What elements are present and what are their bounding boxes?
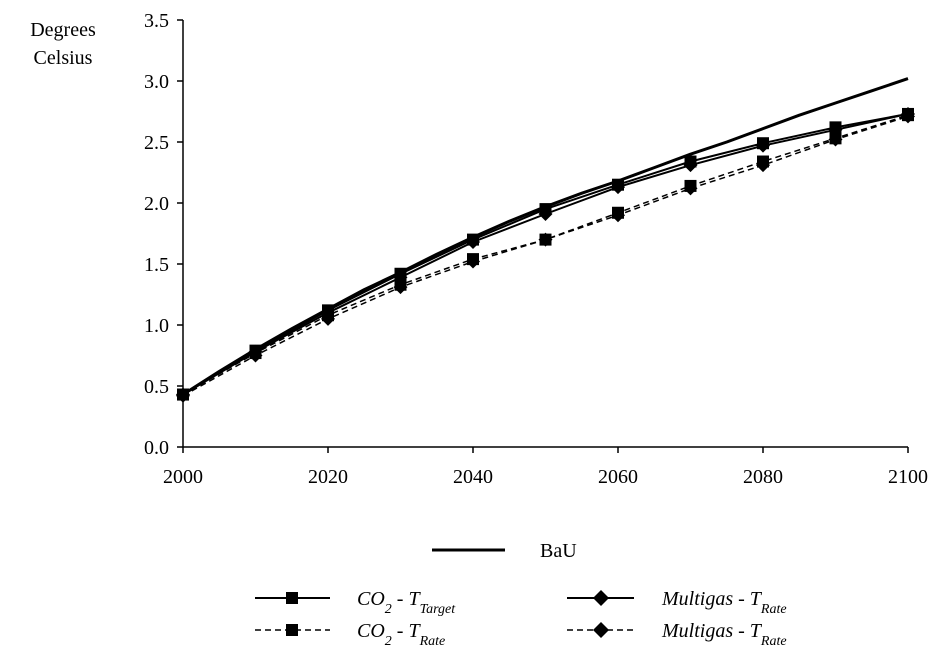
x-tick-label: 2040 <box>453 466 493 488</box>
y-axis-label-line-1: Degrees <box>30 19 96 41</box>
data-point-multigas_rate <box>901 109 915 124</box>
data-point-multigas_rate <box>756 158 770 173</box>
series-line-co2_rate <box>182 114 909 396</box>
y-tick-label: 2.0 <box>144 193 169 215</box>
legend-label-multigas-rate: Multigas - TRate <box>661 620 787 649</box>
data-point-multigas_target <box>756 138 770 153</box>
axes: 0.0 0.5 1.0 1.5 2.0 2.5 3.0 3.5 2000 2020 2040 2060… <box>144 10 928 488</box>
x-tick-label: 2020 <box>308 466 348 488</box>
data-point-multigas_target <box>611 180 625 195</box>
legend-label-co2-rate: CO2 - TRate <box>357 620 445 649</box>
data-point-multigas_target <box>393 270 408 285</box>
x-tick-label: 2100 <box>888 466 928 488</box>
data-point-multigas_rate <box>683 181 698 196</box>
legend-marker-diamond <box>593 622 609 638</box>
series-line-multigas_target <box>182 112 909 396</box>
legend-item-co2-rate: CO2 - TRate <box>255 620 445 649</box>
y-tick-label: 0.5 <box>144 376 169 398</box>
legend-label-bau: BaU <box>540 540 577 562</box>
series-line-multigas_rate <box>182 115 909 397</box>
data-point-multigas_rate <box>393 280 408 295</box>
x-tick-label: 2000 <box>163 466 203 488</box>
legend-item-multigas-target: Multigas - TRate <box>567 588 787 617</box>
data-point-multigas_target <box>683 158 698 173</box>
data-point-multigas_rate <box>321 311 335 326</box>
y-tick-label: 1.5 <box>144 254 169 276</box>
legend-marker-square <box>286 592 298 604</box>
y-tick-label: 1.0 <box>144 315 169 337</box>
legend-marker-diamond <box>593 590 609 606</box>
data-point-multigas_rate <box>611 208 625 223</box>
data-point-multigas_rate <box>538 232 553 247</box>
series-layer <box>176 77 915 403</box>
x-tick-label: 2080 <box>743 466 783 488</box>
legend-marker-square <box>286 624 298 636</box>
y-axis-label-line-2: Celsius <box>34 47 93 69</box>
data-point-multigas_rate <box>176 388 190 403</box>
legend-label-co2-target: CO2 - TTarget <box>357 588 456 617</box>
data-point-multigas_target <box>538 206 553 221</box>
data-point-multigas_rate <box>828 132 843 147</box>
data-point-multigas_rate <box>466 254 480 269</box>
legend-item-co2-target: CO2 - TTarget <box>255 588 456 617</box>
x-tick-label: 2060 <box>598 466 638 488</box>
y-tick-label: 3.0 <box>144 71 169 93</box>
y-tick-label: 0.0 <box>144 437 169 459</box>
legend: BaU CO2 - TTarget Multigas - TRate CO2 -… <box>255 540 787 649</box>
y-tick-label: 2.5 <box>144 132 169 154</box>
legend-item-multigas-rate: Multigas - TRate <box>567 620 787 649</box>
data-point-multigas_rate <box>248 348 263 363</box>
data-point-multigas_target <box>828 122 843 137</box>
y-tick-label: 3.5 <box>144 10 169 32</box>
series-line-co2_target <box>182 112 909 396</box>
legend-label-multigas-target: Multigas - TRate <box>661 588 787 617</box>
data-point-multigas_target <box>466 235 480 250</box>
